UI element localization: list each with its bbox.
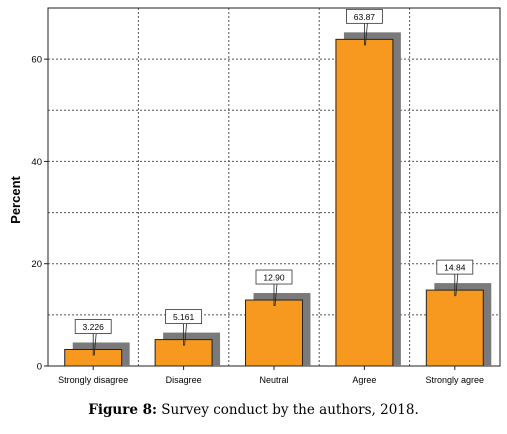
y-tick-label: 0: [37, 362, 42, 373]
bar: [245, 299, 303, 367]
data-label-box: [436, 259, 474, 275]
bar: [425, 289, 484, 367]
x-tick-label: Disagree: [166, 375, 202, 385]
bar: [335, 38, 394, 367]
bars: 3.226 5.161 12.90 63.87 14.84: [64, 8, 492, 367]
data-label: 14.84: [444, 263, 466, 273]
label-leader: [274, 283, 278, 307]
label-leader: [365, 23, 368, 46]
x-tick-label: Strongly disagree: [58, 375, 128, 385]
label-leader: [93, 333, 97, 356]
data-label-box: [74, 319, 112, 334]
grid: [48, 8, 500, 366]
x-tick-label: Agree: [352, 375, 376, 385]
y-tick-label: 60: [31, 55, 42, 66]
data-label: 63.87: [354, 12, 376, 22]
x-tick-label: Strongly agree: [426, 375, 485, 385]
data-label-box: [345, 8, 383, 24]
y-axis: 0 20 40 60: [31, 55, 48, 373]
x-tick-label: Neutral: [259, 375, 288, 385]
data-label-box: [165, 309, 203, 325]
data-label: 5.161: [173, 312, 195, 322]
bar-chart: 0 20 40 60 Percent 3.226 5.161 12.90 63.87 14.8…: [8, 7, 501, 385]
label-leader: [184, 323, 187, 346]
figure-caption: Figure 8: Survey conduct by the authors,…: [0, 402, 507, 418]
data-label-box: [255, 269, 293, 285]
label-leader: [455, 274, 459, 297]
y-tick-label: 40: [31, 157, 42, 168]
data-label: 3.226: [83, 322, 105, 332]
data-label: 12.90: [263, 273, 285, 283]
figure-caption-label: Figure 8:: [88, 402, 157, 418]
figure-caption-text: Survey conduct by the authors, 2018.: [156, 402, 419, 418]
y-axis-label: Percent: [8, 175, 23, 223]
x-axis: Strongly disagree Disagree Neutral Agree Str…: [58, 366, 484, 385]
y-tick-label: 20: [31, 259, 42, 270]
